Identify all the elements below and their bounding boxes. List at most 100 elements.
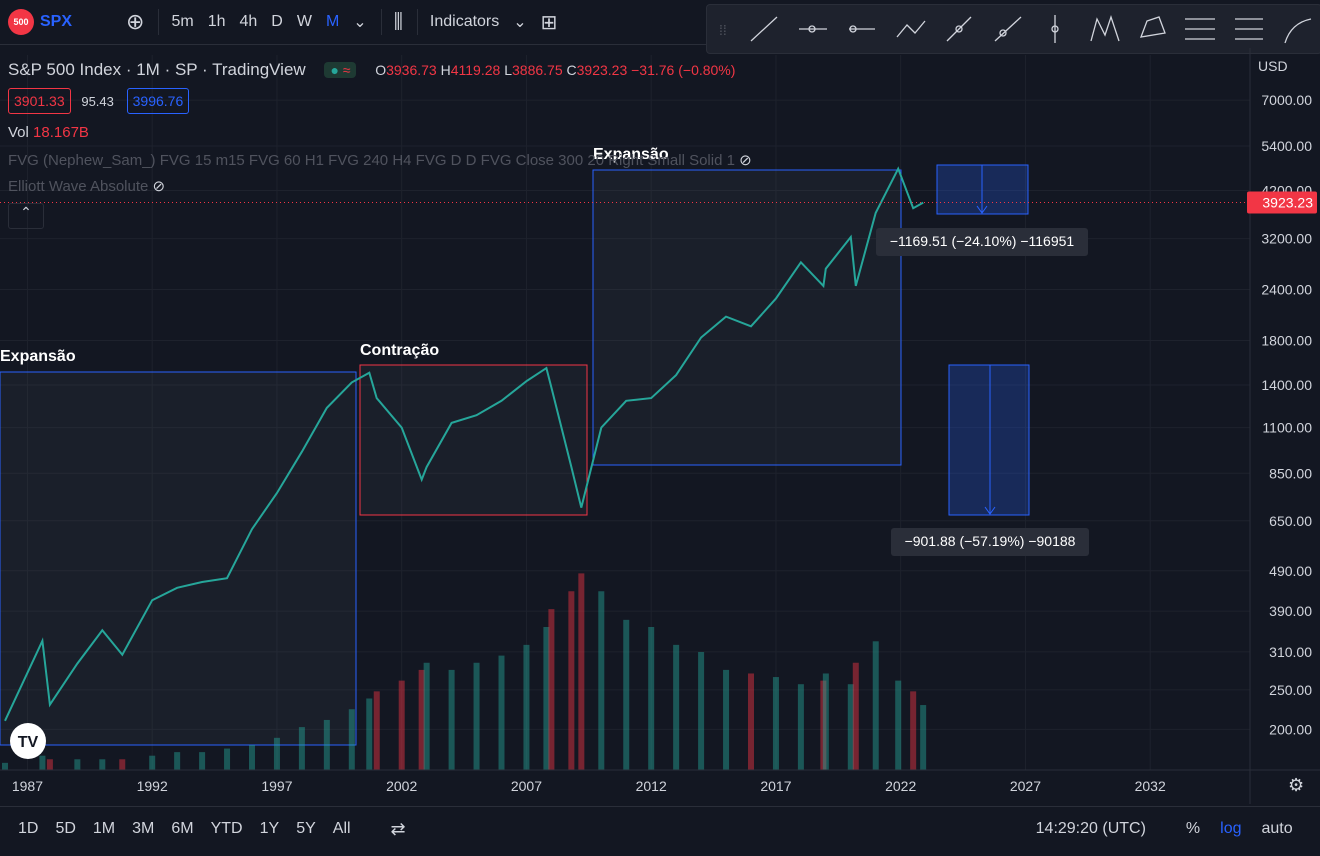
range[interactable]: 6M [171,820,194,837]
ask[interactable]: 3996.76 [126,88,190,114]
clock[interactable]: 14:29:20 (UTC) [1035,820,1146,837]
grid [0,55,1250,770]
y-tick-label: 2400.00 [1261,282,1312,298]
y-tick-label: 1100.00 [1262,420,1312,436]
goto-date[interactable]: ⇄ [390,818,406,839]
range[interactable]: All [332,820,351,837]
currency[interactable]: USD [1258,58,1288,74]
range[interactable]: 1M [92,820,116,837]
bid[interactable]: 3901.33 [8,88,71,114]
vertical-line-tool[interactable] [1051,15,1059,43]
status[interactable]: ● ≈ [324,62,357,78]
volume-bar [797,684,804,770]
ray-tool[interactable] [799,25,827,33]
volume-bar [298,727,305,770]
ohlc-key: H [440,62,451,78]
volume-bar [418,669,425,770]
indicators-menu[interactable]: ⌄ [513,14,527,31]
interval[interactable]: 4h [239,13,258,30]
chart-type[interactable]: ⫼ [393,10,403,33]
range[interactable]: 1Y [259,820,280,837]
zone-label: Expansão [593,146,669,163]
zone-box[interactable] [592,169,902,466]
ohlc-value: 3923.23 [576,62,628,78]
extended-tool[interactable] [994,16,1022,42]
ohlc: O3936.73 H4119.28 L3886.75 C3923.23 −31.… [375,62,735,78]
drag-handle[interactable]: ⁞⁞ [719,22,727,38]
indicator[interactable]: FVG (Nephew_Sam_) FVG 15 m15 FVG 60 H1 F… [8,152,752,169]
auto-toggle[interactable]: auto [1261,820,1293,837]
percent-toggle[interactable]: % [1185,820,1201,837]
drawing-toolbar: ⁞⁞ [706,4,1320,54]
y-tick-label: 200.00 [1269,721,1312,737]
volume-bar [723,669,730,770]
ohlc-value: 3936.73 [386,62,437,78]
parallel-tool[interactable] [946,16,972,42]
indicator-label: FVG (Nephew_Sam_) FVG 15 m15 FVG 60 H1 F… [8,152,735,169]
y-tick-label: 1400.00 [1261,377,1312,393]
spread: 95.43 [81,94,114,109]
pattern-tool[interactable] [1090,14,1120,42]
interval[interactable]: 5m [171,13,194,30]
range[interactable]: 5Y [296,820,316,837]
volume-bar [348,709,355,770]
interval[interactable]: D [271,13,283,30]
add-symbol[interactable]: ⊕ [126,9,145,34]
log-toggle[interactable]: log [1220,820,1242,837]
collapse-legend[interactable]: ⌃ [8,203,44,229]
indicator[interactable]: Elliott Wave Absolute ⊘ [8,178,166,195]
volume-bar [323,719,330,770]
brush-tool[interactable] [1284,18,1312,44]
source: TradingView [212,60,306,79]
polyline-tool[interactable] [896,20,926,38]
y-tick-label: 1800.00 [1261,332,1312,348]
last-price-label: 3923.23 [1262,195,1313,211]
indicators-button[interactable]: Indicators [429,13,500,30]
symbol[interactable]: SPX [40,13,73,30]
settings[interactable]: ⚙ [1288,775,1304,795]
volume-bar [398,680,405,770]
y-tick-label: 390.00 [1269,603,1312,619]
measure-box[interactable] [948,364,1030,516]
trend-line-tool[interactable] [750,16,778,42]
y-tick-label: 310.00 [1269,644,1312,660]
symbol-name: S&P 500 Index [8,60,122,79]
horizontal-line-tool[interactable] [849,25,875,33]
volume-bar [523,644,530,770]
templates[interactable]: ⊞ [540,11,558,34]
x-tick-label: 2027 [1010,778,1041,794]
volume-bar [822,673,829,770]
interval-menu[interactable]: ⌄ [353,14,367,31]
y-tick-label: 490.00 [1269,563,1312,579]
range[interactable]: 5D [55,820,76,837]
range[interactable]: 3M [132,820,155,837]
volume-bar [820,680,827,770]
ohlc-value: 3886.75 [512,62,563,78]
volume-bar [895,680,902,770]
interval[interactable]: W [296,13,312,30]
y-tick-label: 850.00 [1269,465,1312,481]
volume-bar [548,609,555,770]
range[interactable]: 1D [18,820,39,837]
range[interactable]: YTD [210,820,243,837]
xabcd-tool[interactable] [1139,16,1166,38]
volume-bar [568,591,575,770]
interval[interactable]: M [325,13,340,30]
ohlc-key: C [566,62,577,78]
volume-bar [366,698,373,770]
symbol-badge[interactable]: 500 [8,9,34,35]
ohlc-key: O [375,62,387,78]
volume-bar [648,627,655,770]
volume-bar [224,748,231,770]
volume-bar [473,662,480,770]
fib-tool[interactable] [1185,18,1215,40]
zone-box[interactable] [0,371,357,746]
interval[interactable]: 1h [207,13,226,30]
legend: S&P 500 Index · 1M · SP · TradingView ● … [8,60,752,229]
volume-bar [910,691,917,770]
volume-bar [373,691,380,770]
volume-bar [199,752,206,770]
zone-box[interactable] [359,364,588,516]
fib-channel-tool[interactable] [1235,18,1263,40]
measure-arrow [984,506,996,515]
